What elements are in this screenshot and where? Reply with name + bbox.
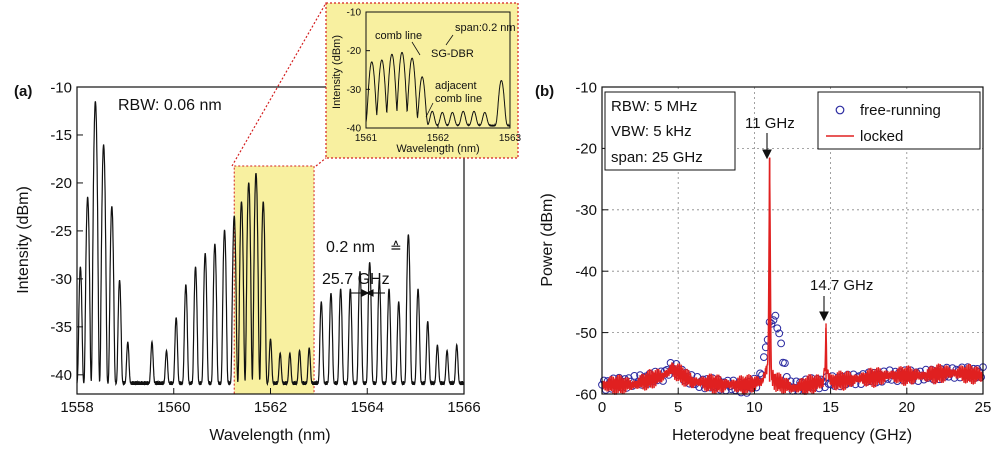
free-running-point [742, 389, 751, 397]
panel-a-y-ticks: -10 -15 -20 -25 -30 -35 -40 [50, 79, 83, 384]
inset-ytick-label: -30 [347, 85, 362, 96]
panel-a-label: (a) [14, 83, 32, 100]
panel-a-x-axis-label: Wavelength (nm) [209, 427, 330, 444]
panel-a-spectrum: 1558 1560 1562 1564 1566 -10-15-20-25-30-35-… [14, 2, 519, 444]
inset-xtick-label: 1561 [355, 133, 378, 144]
a-ytick-label: -30 [50, 271, 72, 288]
b-ytick-label: -10 [575, 79, 597, 96]
a-ytick-label: -40 [50, 367, 72, 384]
b-xtick-label: 25 [975, 399, 992, 416]
free-running-point [775, 329, 784, 338]
peak-11ghz-label: 11 GHz [745, 115, 795, 132]
inset-span-label: span:0.2 nm [455, 22, 516, 34]
panel-a-spectrum-trace [76, 101, 465, 387]
b-ytick-label: -40 [575, 263, 597, 280]
inset-y-ticks: -10 -20 -30 -40 [347, 8, 370, 135]
b-ytick-label: -30 [575, 202, 597, 219]
panel-b-label: (b) [535, 83, 554, 100]
info-vbw: VBW: 5 kHz [611, 123, 692, 140]
inset-x-ticks: 1561 1562 1563 [355, 124, 522, 144]
b-xtick-label: 15 [822, 399, 839, 416]
info-rbw: RBW: 5 MHz [611, 98, 697, 115]
info-box: RBW: 5 MHz VBW: 5 kHz span: 25 GHz [604, 91, 736, 171]
a-xtick-label: 1558 [60, 399, 93, 416]
info-span: span: 25 GHz [611, 149, 703, 166]
b-ytick-label: -20 [575, 141, 597, 158]
panel-b-beat-spectrum: 0 5 10 15 20 25 -10 -20 -30 -40 -50 -60 (b) Hetero… [535, 79, 991, 444]
b-xtick-label: 10 [746, 399, 763, 416]
inset-y-axis-label: Intensity (dBm) [331, 35, 343, 109]
inset-ytick-label: -40 [347, 124, 362, 135]
spacing-arrows [350, 289, 385, 297]
legend-free-running-label: free-running [860, 102, 941, 119]
a-ytick-label: -35 [50, 319, 72, 336]
a-xtick-label: 1566 [447, 399, 480, 416]
inset-background [325, 2, 519, 159]
panel-a-y-axis-label: Intensity (dBm) [15, 186, 32, 294]
inset-sgdbr-label: SG-DBR [431, 48, 474, 60]
frequency-spacing-annotation: 25.7 GHz [322, 271, 390, 288]
a-xtick-label: 1564 [351, 399, 384, 416]
free-running-point [630, 372, 639, 380]
inset-adjacent-label: adjacent [435, 80, 477, 92]
panel-b-axes-frame [601, 86, 984, 395]
free-running-point [781, 359, 789, 368]
peak-14-7ghz-arrow [819, 296, 829, 322]
a-xtick-label: 1562 [254, 399, 287, 416]
panel-a-x-ticks: 1558 1560 1562 1564 1566 [60, 388, 481, 416]
rbw-annotation: RBW: 0.06 nm [118, 97, 222, 114]
a-ytick-label: -20 [50, 175, 72, 192]
inset-ytick-label: -10 [347, 8, 362, 19]
a-ytick-label: -25 [50, 223, 72, 240]
free-running-point [773, 324, 782, 333]
inset-pointer-lines [411, 34, 454, 118]
inset-zoom-plot: 1561 1562 1563 -10 -20 -30 -40 Intensity (dBm… [325, 2, 522, 159]
legend-free-running-marker [835, 105, 845, 115]
inset-x-axis-label: Wavelength (nm) [396, 143, 479, 155]
wavelength-spacing-annotation: 0.2 nm [326, 239, 375, 256]
inset-ytick-label: -20 [347, 46, 362, 57]
inset-comb-line-label: comb line [375, 30, 422, 42]
inset-xtick-label: 1562 [427, 133, 450, 144]
inset-xtick-label: 1563 [499, 133, 522, 144]
panel-b-x-axis-label: Heterodyne beat frequency (GHz) [672, 427, 912, 444]
panel-b-y-ticks: -10 -20 -30 -40 -50 -60 [575, 79, 608, 403]
equivalence-symbol: ≙ [390, 239, 402, 255]
panel-b-x-ticks: 0 5 10 15 20 25 [598, 388, 992, 416]
a-ytick-label: -15 [50, 127, 72, 144]
free-running-point [756, 369, 764, 378]
a-ytick-label: -10 [50, 79, 72, 96]
inset-adjacent-comb-label: comb line [435, 93, 482, 105]
b-ytick-label: -50 [575, 325, 597, 342]
legend-locked-label: locked [860, 128, 903, 145]
b-xtick-label: 5 [674, 399, 682, 416]
peak-14-7ghz-label: 14.7 GHz [810, 277, 873, 294]
free-running-point [760, 353, 768, 362]
series-free-running [598, 311, 987, 397]
b-xtick-label: 20 [898, 399, 915, 416]
b-xtick-label: 0 [598, 399, 606, 416]
free-running-point [777, 339, 785, 348]
zoom-connector-left [231, 2, 327, 167]
series-locked [601, 157, 984, 396]
panel-b-y-axis-label: Power (dBm) [539, 193, 556, 286]
free-running-point [771, 311, 780, 320]
b-ytick-label: -60 [575, 386, 597, 403]
peak-11ghz-arrow [762, 133, 772, 160]
legend: free-running locked [817, 91, 981, 150]
a-xtick-label: 1560 [157, 399, 190, 416]
